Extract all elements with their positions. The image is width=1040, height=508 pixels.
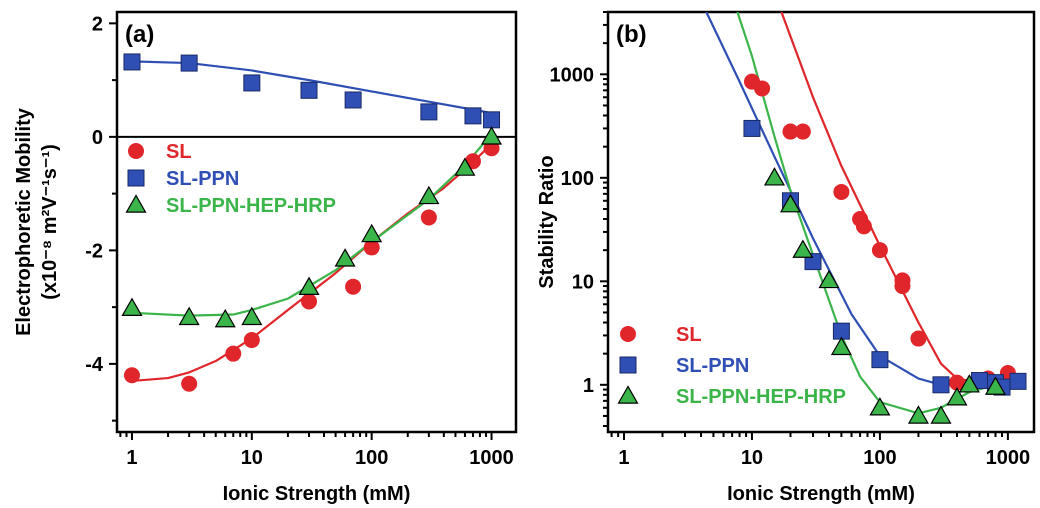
data-point-sl-ppn-hep-hrp [984,376,1007,395]
data-point-sl [910,330,927,347]
panel-b: 1 10 100 1000 1 10 100 1000 (b) Ionic Strength … [536,10,1036,505]
y-axis-label-a-line1: Electrophoretic Mobility [13,107,35,336]
data-point-sl [794,123,811,140]
legend-label-sl-ppn: SL-PPN [166,168,239,190]
data-point-sl-ppn-hep-hrp [907,405,929,424]
x-tick-label: 100 [355,447,388,469]
data-point-sl-ppn [871,351,889,369]
data-point-sl [420,209,437,226]
fit-line-sl [780,12,1008,384]
legend-marker-sl-ppn-hep-hrp [125,194,147,213]
x-tick-label: 1000 [469,447,514,469]
data-point-sl [871,242,888,259]
y-tick-label: -4 [85,354,104,376]
data-point-sl-ppn-hep-hrp [792,239,814,258]
legend-label-sl: SL [676,324,702,346]
data-point-sl [782,123,799,140]
data-point-sl-ppn [180,54,198,72]
legend-marker-sl-ppn [127,169,145,187]
data-point-sl-ppn-hep-hrp [418,185,440,205]
legend-a: SL SL-PPN SL-PPN-HEP-HRP [125,141,336,217]
data-point-sl [225,345,242,362]
fit-line-sl-ppn-hep-hrp [736,12,996,415]
data-point-sl-ppn-hep-hrp [946,387,968,406]
data-point-sl-ppn-hep-hrp [763,167,786,186]
legend-marker-sl-ppn [619,356,637,374]
legend-b: SL SL-PPN SL-PPN-HEP-HRP [617,324,846,408]
y-tick-label: 1 [583,375,594,397]
y-tick-label: 2 [92,13,103,35]
y-tick-label: 10 [572,271,594,293]
data-point-sl [754,80,771,97]
data-point-sl-ppn-hep-hrp [214,308,236,328]
data-point-sl-ppn-hep-hrp [121,297,143,316]
data-point-sl-ppn [464,107,482,125]
data-point-sl-ppn-hep-hrp [779,193,802,213]
data-point-sl-ppn-hep-hrp [818,269,840,289]
data-point-sl-ppn [243,74,261,92]
data-point-sl-ppn-hep-hrp [930,405,952,424]
data-point-sl-ppn-hep-hrp [481,126,503,145]
panel-label-b: (b) [616,21,647,48]
data-point-sl-ppn [344,91,362,109]
data-point-sl-ppn [300,81,318,99]
x-tick-label: 10 [241,447,263,469]
panel-label-a: (a) [125,21,154,48]
data-point-sl [894,278,911,295]
data-point-sl [363,239,380,256]
x-tick-label: 1 [126,447,137,469]
data-point-sl-ppn-hep-hrp [298,276,320,295]
data-point-sl-ppn-hep-hrp [241,306,263,326]
y-tick-label: 100 [561,168,594,190]
data-point-sl-ppn [1009,372,1027,390]
data-point-sl-ppn-hep-hrp [454,157,476,176]
x-tick-label: 1 [618,447,629,469]
legend-label-sl-ppn-hep-hrp: SL-PPN-HEP-HRP [676,386,846,408]
x-tick-label: 10 [741,447,763,469]
data-point-sl [243,332,260,349]
data-point-sl-ppn-hep-hrp [334,248,356,267]
data-point-sl [301,293,318,310]
data-point-sl-ppn-hep-hrp [361,223,383,243]
legend-marker-sl [128,143,144,159]
legend-marker-sl-ppn-hep-hrp [617,385,639,404]
data-point-sl [345,278,362,295]
data-point-sl-ppn [483,111,501,129]
legend-label-sl-ppn-hep-hrp: SL-PPN-HEP-HRP [166,195,336,217]
x-tick-label: 1000 [986,447,1031,469]
data-point-sl [123,367,140,384]
legend-marker-sl [620,326,636,342]
legend-label-sl: SL [166,141,192,163]
data-point-sl-ppn [123,53,141,71]
plot-frame-a [115,10,518,434]
y-axis-label-a-line2: (x10⁻⁸ m²V⁻¹s⁻¹) [39,144,61,300]
panel-a: 1 10 100 1000 2 0 -2 -4 (a) Ionic Strength (mM)… [13,10,518,505]
data-point-sl [833,183,850,200]
y-tick-label: 1000 [550,64,595,86]
y-tick-label: 0 [92,127,103,149]
data-point-sl [948,374,965,391]
data-point-sl [855,218,872,235]
data-point-sl-ppn [420,103,438,121]
data-point-sl-ppn [932,376,950,394]
y-axis-label-b: Stability Ratio [536,155,558,288]
data-point-sl-ppn [743,119,761,137]
x-axis-label-b: Ionic Strength (mM) [727,483,915,505]
data-point-sl-ppn-hep-hrp [178,306,200,326]
y-tick-label: -2 [85,240,103,262]
plot-frame-b [606,10,1036,434]
data-point-sl-ppn-hep-hrp [830,336,852,356]
legend-label-sl-ppn: SL-PPN [676,355,749,377]
data-point-sl-ppn-hep-hrp [869,397,891,416]
x-tick-label: 100 [863,447,896,469]
x-axis-label-a: Ionic Strength (mM) [223,483,411,505]
data-point-sl [181,375,198,392]
data-point-sl-ppn-hep-hrp [958,374,980,393]
